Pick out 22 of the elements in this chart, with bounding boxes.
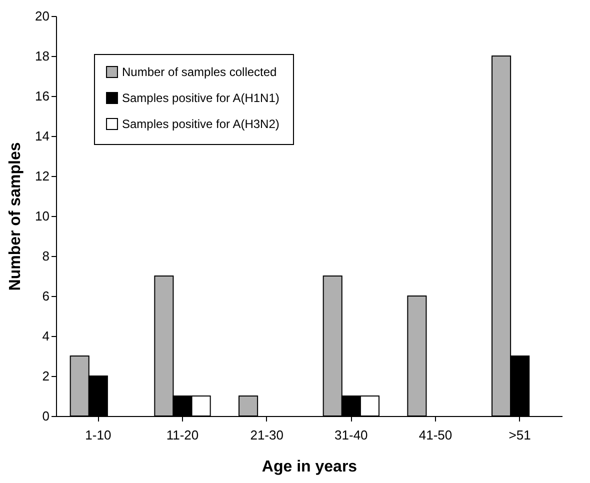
y-tick-label: 8 bbox=[42, 248, 50, 264]
y-tick-label: 20 bbox=[35, 8, 50, 24]
x-tick-label: 21-30 bbox=[250, 428, 284, 442]
legend-label: Number of samples collected bbox=[122, 65, 277, 79]
x-tick-label: 31-40 bbox=[334, 428, 368, 442]
x-tick-label: >51 bbox=[508, 428, 531, 442]
y-tick-label: 2 bbox=[42, 368, 50, 384]
y-tick-label: 16 bbox=[35, 88, 50, 104]
y-tick-label: 4 bbox=[42, 328, 50, 344]
y-tick-label: 18 bbox=[35, 48, 50, 64]
x-tick-label: 1-10 bbox=[85, 428, 112, 442]
y-axis-title: Number of samples bbox=[7, 142, 24, 291]
x-tick-label: 11-20 bbox=[166, 428, 199, 442]
x-axis-title: Age in years bbox=[262, 458, 358, 476]
x-tick-label: 41-50 bbox=[418, 428, 452, 442]
legend-label: Samples positive for A(H3N2) bbox=[122, 117, 280, 131]
legend-label: Samples positive for A(H1N1) bbox=[122, 91, 280, 105]
y-tick-label: 10 bbox=[35, 208, 50, 224]
y-tick-label: 0 bbox=[42, 408, 50, 424]
y-tick-label: 6 bbox=[42, 288, 50, 304]
y-tick-label: 12 bbox=[35, 168, 50, 184]
y-tick-label: 14 bbox=[35, 128, 50, 144]
